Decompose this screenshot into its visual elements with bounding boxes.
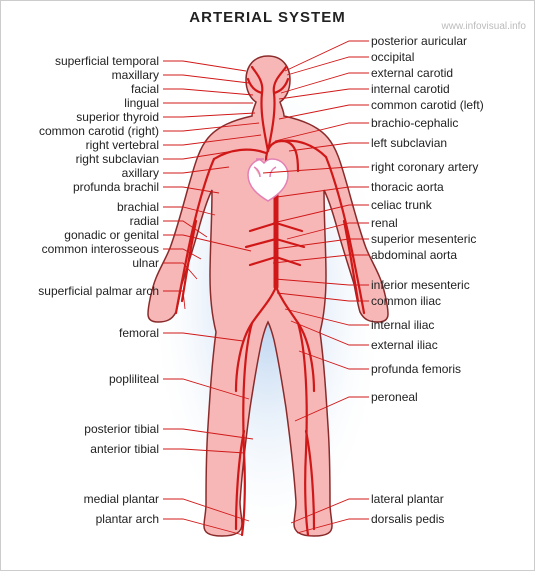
artery-label: maxillary [112, 68, 159, 82]
artery-label: radial [130, 214, 159, 228]
artery-label: superior mesenteric [371, 232, 476, 246]
artery-label: superficial temporal [55, 54, 159, 68]
artery-label: renal [371, 216, 398, 230]
artery-label: external iliac [371, 338, 438, 352]
artery-label: axillary [122, 166, 159, 180]
artery-label: profunda brachil [73, 180, 159, 194]
artery-label: popliliteal [109, 372, 159, 386]
artery-label: peroneal [371, 390, 418, 404]
artery-label: common iliac [371, 294, 441, 308]
artery-label: common carotid (left) [371, 98, 484, 112]
artery-label: medial plantar [84, 492, 159, 506]
artery-label: profunda femoris [371, 362, 461, 376]
artery-label: internal iliac [371, 318, 434, 332]
artery-label: external carotid [371, 66, 453, 80]
artery-label: right vertebral [86, 138, 159, 152]
artery-label: dorsalis pedis [371, 512, 444, 526]
artery-label: gonadic or genital [64, 228, 159, 242]
artery-label: lateral plantar [371, 492, 444, 506]
artery-label: lingual [124, 96, 159, 110]
artery-label: facial [131, 82, 159, 96]
artery-label: internal carotid [371, 82, 450, 96]
artery-label: common carotid (right) [39, 124, 159, 138]
artery-label: occipital [371, 50, 414, 64]
artery-label: anterior tibial [90, 442, 159, 456]
artery-label: brachio-cephalic [371, 116, 458, 130]
artery-label: common interosseous [42, 242, 159, 256]
artery-label: superficial palmar arch [38, 284, 159, 298]
artery-label: superior thyroid [76, 110, 159, 124]
artery-label: left subclavian [371, 136, 447, 150]
artery-label: plantar arch [96, 512, 159, 526]
artery-label: posterior auricular [371, 34, 467, 48]
artery-label: brachial [117, 200, 159, 214]
artery-label: inferior mesenteric [371, 278, 470, 292]
diagram-stage: ARTERIAL SYSTEM www.infovisual.info supe… [0, 0, 535, 571]
artery-label: abdominal aorta [371, 248, 457, 262]
artery-label: right coronary artery [371, 160, 478, 174]
artery-label: posterior tibial [84, 422, 159, 436]
artery-label: femoral [119, 326, 159, 340]
artery-label: right subclavian [76, 152, 159, 166]
artery-label: celiac trunk [371, 198, 432, 212]
artery-label: thoracic aorta [371, 180, 444, 194]
artery-label: ulnar [132, 256, 159, 270]
